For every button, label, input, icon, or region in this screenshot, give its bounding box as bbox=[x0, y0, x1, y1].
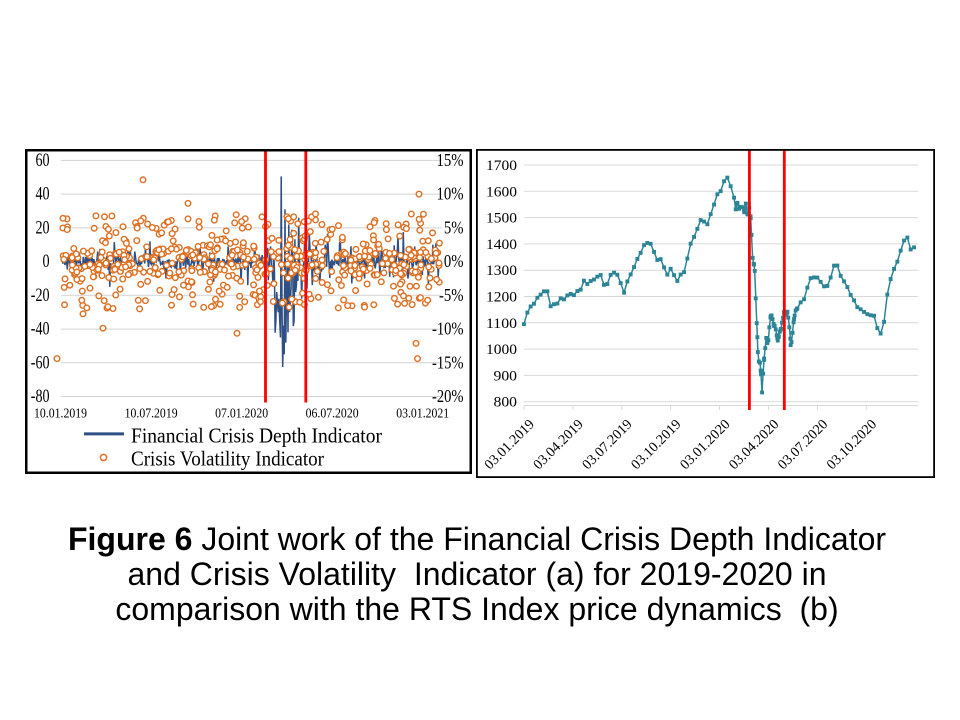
svg-text:1200: 1200 bbox=[486, 290, 517, 306]
svg-text:1100: 1100 bbox=[486, 316, 517, 332]
svg-text:10.01.2019: 10.01.2019 bbox=[34, 406, 87, 421]
svg-text:Crisis Volatility Indicator: Crisis Volatility Indicator bbox=[131, 449, 324, 471]
svg-text:5%: 5% bbox=[444, 218, 464, 238]
svg-text:1000: 1000 bbox=[486, 342, 517, 358]
svg-text:1500: 1500 bbox=[486, 211, 517, 227]
svg-text:-20%: -20% bbox=[432, 386, 464, 406]
svg-text:03.01.2019: 03.01.2019 bbox=[481, 417, 537, 473]
svg-text:0%: 0% bbox=[444, 251, 464, 271]
svg-text:03.01.2020: 03.01.2020 bbox=[677, 417, 733, 473]
svg-text:-15%: -15% bbox=[432, 352, 464, 372]
svg-text:03.10.2020: 03.10.2020 bbox=[824, 417, 880, 473]
svg-text:Financial Crisis Depth Indicat: Financial Crisis Depth Indicator bbox=[131, 426, 382, 448]
svg-text:03.07.2019: 03.07.2019 bbox=[579, 417, 635, 473]
svg-text:10.07.2019: 10.07.2019 bbox=[125, 406, 178, 421]
svg-text:-5%: -5% bbox=[439, 285, 464, 305]
svg-text:03.07.2020: 03.07.2020 bbox=[775, 417, 831, 473]
svg-text:20: 20 bbox=[36, 219, 50, 239]
svg-text:800: 800 bbox=[494, 395, 518, 411]
svg-text:1700: 1700 bbox=[486, 158, 517, 174]
svg-text:1400: 1400 bbox=[486, 237, 517, 253]
svg-text:03.04.2019: 03.04.2019 bbox=[530, 417, 586, 473]
svg-text:900: 900 bbox=[494, 368, 518, 384]
svg-text:03.10.2019: 03.10.2019 bbox=[628, 417, 684, 473]
svg-text:1600: 1600 bbox=[486, 184, 517, 200]
svg-text:-60: -60 bbox=[31, 353, 50, 373]
svg-text:03.01.2021: 03.01.2021 bbox=[396, 406, 449, 421]
svg-text:60: 60 bbox=[36, 151, 50, 171]
svg-text:-40: -40 bbox=[31, 320, 50, 340]
svg-text:06.07.2020: 06.07.2020 bbox=[306, 406, 359, 421]
svg-text:15%: 15% bbox=[437, 150, 464, 170]
svg-text:1300: 1300 bbox=[486, 263, 517, 279]
svg-text:10%: 10% bbox=[437, 184, 464, 204]
svg-text:0: 0 bbox=[43, 252, 50, 272]
svg-text:07.01.2020: 07.01.2020 bbox=[215, 406, 268, 421]
svg-text:-20: -20 bbox=[31, 286, 50, 306]
svg-text:-10%: -10% bbox=[432, 319, 464, 339]
svg-text:-80: -80 bbox=[31, 387, 50, 407]
svg-text:40: 40 bbox=[36, 185, 50, 205]
svg-text:03.04.2020: 03.04.2020 bbox=[726, 417, 782, 473]
